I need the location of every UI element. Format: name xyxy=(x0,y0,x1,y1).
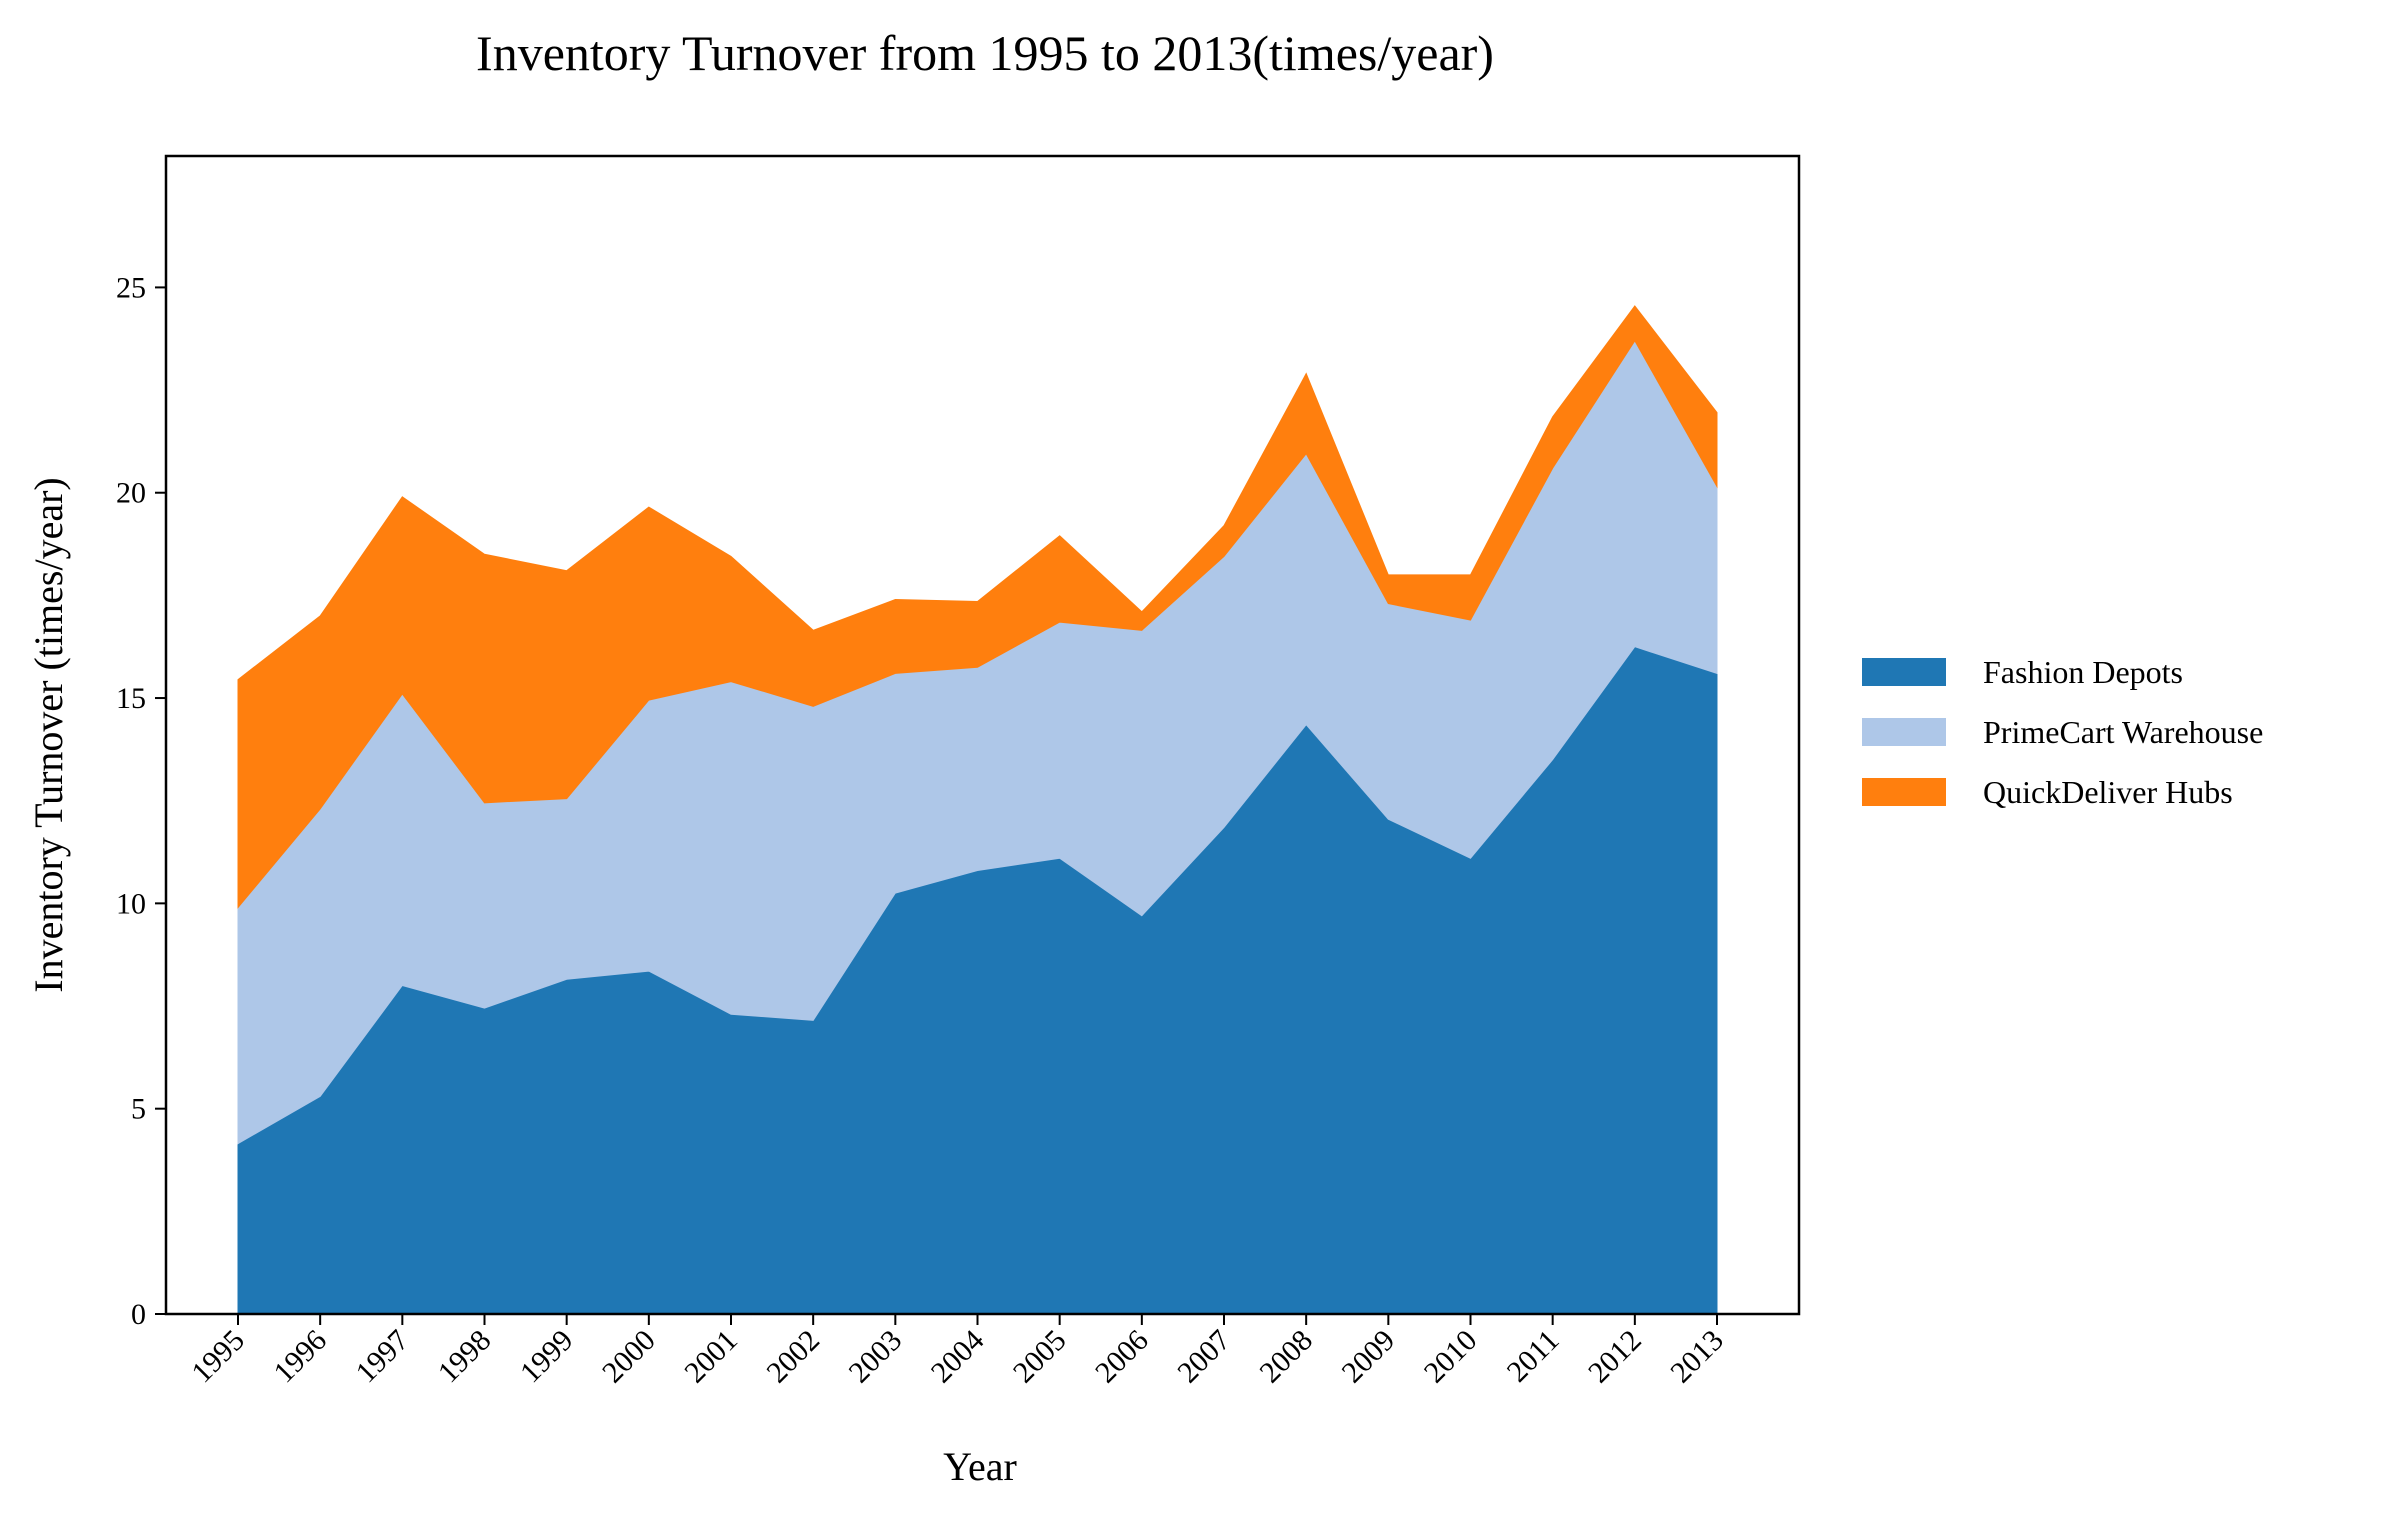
x-tick-label: 2013 xyxy=(1664,1324,1730,1390)
plot-areas xyxy=(237,305,1718,1315)
y-tick-label: 0 xyxy=(131,1298,146,1331)
legend-label: Fashion Depots xyxy=(1983,654,2183,690)
x-tick-label: 1997 xyxy=(350,1324,416,1390)
x-tick-label: 2003 xyxy=(843,1324,909,1390)
legend-swatch xyxy=(1862,718,1946,746)
x-tick-label: 2011 xyxy=(1501,1324,1566,1389)
y-tick-label: 10 xyxy=(116,887,146,920)
x-tick-label: 2006 xyxy=(1089,1324,1155,1390)
y-tick-label: 20 xyxy=(116,477,146,510)
y-axis: 0 5 10 15 20 25 xyxy=(116,271,166,1331)
chart-title: Inventory Turnover from 1995 to 2013(tim… xyxy=(476,25,1494,81)
x-tick-label: 2012 xyxy=(1582,1324,1648,1390)
x-tick-label: 1995 xyxy=(185,1324,251,1390)
y-tick-label: 15 xyxy=(116,682,146,715)
x-tick-label: 2010 xyxy=(1418,1324,1484,1390)
legend-label: PrimeCart Warehouse xyxy=(1983,714,2263,750)
legend-swatch xyxy=(1862,658,1946,686)
x-tick-label: 2008 xyxy=(1253,1324,1319,1390)
x-tick-label: 2004 xyxy=(925,1324,991,1390)
x-tick-label: 2001 xyxy=(678,1324,744,1390)
x-tick-label: 1998 xyxy=(432,1324,498,1390)
plot-frame xyxy=(164,154,1801,1316)
y-tick-label: 25 xyxy=(116,271,146,304)
x-tick-label: 1999 xyxy=(514,1324,580,1390)
x-axis: 1995 1996 1997 1998 1999 2000 2001 2002 2003 2004… xyxy=(185,1314,1730,1389)
y-tick-label: 5 xyxy=(131,1093,146,1126)
x-axis-label: Year xyxy=(943,1444,1017,1489)
area-series-quickdeliver-hubs xyxy=(237,305,1718,909)
x-tick-label: 2007 xyxy=(1171,1324,1237,1390)
y-axis-label: Inventory Turnover (times/year) xyxy=(26,477,71,992)
x-tick-label: 2000 xyxy=(596,1324,662,1390)
legend: Fashion Depots PrimeCart Warehouse QuickDe… xyxy=(1862,654,2263,810)
legend-label: QuickDeliver Hubs xyxy=(1983,774,2233,810)
x-tick-label: 2005 xyxy=(1007,1324,1073,1390)
legend-swatch xyxy=(1862,778,1946,806)
x-tick-label: 2009 xyxy=(1336,1324,1402,1390)
x-tick-label: 1996 xyxy=(267,1324,333,1390)
x-tick-label: 2002 xyxy=(760,1324,826,1390)
